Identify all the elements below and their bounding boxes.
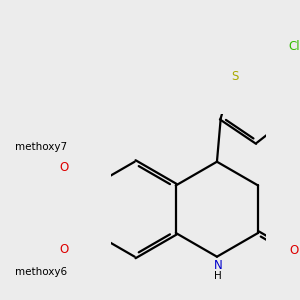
Text: methoxy7: methoxy7 — [15, 142, 68, 152]
Text: Cl: Cl — [288, 40, 299, 53]
Text: O: O — [59, 161, 69, 174]
Text: O: O — [59, 243, 69, 256]
Text: N: N — [214, 259, 222, 272]
Text: H: H — [214, 271, 222, 281]
Text: methoxy6: methoxy6 — [15, 267, 68, 277]
Text: O: O — [289, 244, 298, 256]
Text: S: S — [232, 70, 239, 83]
